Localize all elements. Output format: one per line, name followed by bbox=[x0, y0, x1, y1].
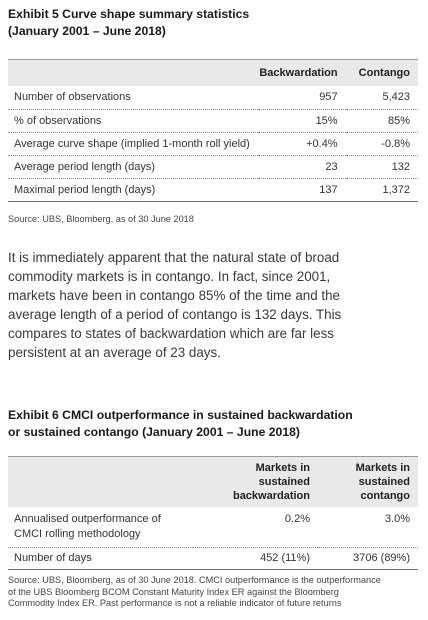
exhibit6-header-contango-line1: Markets in bbox=[355, 462, 410, 474]
paragraph-line: average length of a period of contango i… bbox=[8, 307, 342, 322]
paragraph-line: persistent at an average of 23 days. bbox=[8, 345, 221, 360]
paragraph-line: commodity markets is in contango. In fac… bbox=[8, 269, 331, 284]
table-row: Average curve shape (implied 1-month rol… bbox=[8, 132, 418, 156]
row-label: Average period length (days) bbox=[8, 155, 258, 179]
row-backwardation-value: 452 (11%) bbox=[193, 547, 318, 570]
row-backwardation-value: 137 bbox=[257, 178, 346, 202]
exhibit5-header-row: Backwardation Contango bbox=[8, 60, 418, 86]
exhibit6-title: Exhibit 6 CMCI outperformance in sustain… bbox=[8, 407, 420, 441]
exhibit6-header-backwardation-line1: Markets in bbox=[255, 462, 310, 474]
exhibit6-title-line1: Exhibit 6 CMCI outperformance in sustain… bbox=[8, 408, 353, 422]
exhibit6-header-backwardation: Markets in sustained backwardation bbox=[193, 457, 318, 507]
row-backwardation-value: +0.4% bbox=[257, 132, 346, 156]
table-row: Number of days 452 (11%) 3706 (89%) bbox=[8, 547, 418, 570]
table-row: Maximal period length (days) 137 1,372 bbox=[8, 178, 418, 202]
row-label: Number of days bbox=[8, 547, 193, 570]
row-contango-value: 3706 (89%) bbox=[318, 547, 418, 570]
exhibit6-top-rule bbox=[8, 456, 418, 457]
exhibit5-source: Source: UBS, Bloomberg, as of 30 June 20… bbox=[8, 214, 194, 224]
exhibit5-title: Exhibit 5 Curve shape summary statistics… bbox=[8, 6, 420, 40]
exhibit6-source-line: Commodity Index ER. Past performance is … bbox=[8, 598, 342, 608]
row-label: Annualised outperformance of CMCI rollin… bbox=[8, 507, 193, 548]
exhibit6-title-line2: or sustained contango (January 2001 – Ju… bbox=[8, 425, 300, 439]
exhibit5-table: Backwardation Contango Number of observa… bbox=[8, 60, 418, 202]
row-label: % of observations bbox=[8, 109, 258, 133]
exhibit5-header-blank bbox=[8, 60, 258, 86]
row-contango-value: 5,423 bbox=[345, 86, 418, 110]
paragraph-line: markets have been in contango 85% of the… bbox=[8, 288, 341, 303]
row-label: Average curve shape (implied 1-month rol… bbox=[8, 132, 258, 156]
exhibit5-title-line2: (January 2001 – June 2018) bbox=[8, 24, 166, 38]
paragraph-line: It is immediately apparent that the natu… bbox=[8, 250, 340, 265]
exhibit6-source: Source: UBS, Bloomberg, as of 30 June 20… bbox=[8, 575, 420, 610]
row-label-line2: CMCI rolling methodology bbox=[14, 528, 141, 540]
row-backwardation-value: 957 bbox=[257, 86, 346, 110]
row-contango-value: -0.8% bbox=[345, 132, 418, 156]
exhibit6-header-contango-line2: sustained contango bbox=[358, 476, 410, 502]
row-backwardation-value: 15% bbox=[257, 109, 346, 133]
exhibit6-header-backwardation-line2: sustained backwardation bbox=[232, 476, 310, 502]
paragraph-line: compares to states of backwardation whic… bbox=[8, 326, 334, 341]
row-label-line1: Annualised outperformance of bbox=[14, 513, 161, 525]
row-contango-value: 1,372 bbox=[345, 178, 418, 202]
row-contango-value: 85% bbox=[345, 109, 418, 133]
exhibit6-header-row: Markets in sustained backwardation Marke… bbox=[8, 457, 418, 507]
exhibit6-header-blank bbox=[8, 457, 193, 507]
table-row: Annualised outperformance of CMCI rollin… bbox=[8, 507, 418, 548]
row-backwardation-value: 23 bbox=[257, 155, 346, 179]
exhibit5-title-line1: Exhibit 5 Curve shape summary statistics bbox=[8, 7, 250, 21]
row-backwardation-value: 0.2% bbox=[193, 507, 318, 548]
exhibit6-table: Markets in sustained backwardation Marke… bbox=[8, 457, 418, 570]
table-row: Average period length (days) 23 132 bbox=[8, 155, 418, 179]
body-paragraph: It is immediately apparent that the natu… bbox=[8, 248, 423, 362]
exhibit6-source-line: Source: UBS, Bloomberg, as of 30 June 20… bbox=[8, 575, 381, 585]
table-row: % of observations 15% 85% bbox=[8, 109, 418, 133]
row-label: Maximal period length (days) bbox=[8, 178, 258, 202]
row-label: Number of observations bbox=[8, 86, 258, 110]
table-row: Number of observations 957 5,423 bbox=[8, 86, 418, 110]
exhibit5-header-contango: Contango bbox=[345, 60, 418, 86]
row-contango-value: 132 bbox=[345, 155, 418, 179]
exhibit5-header-backwardation: Backwardation bbox=[257, 60, 346, 86]
exhibit5-top-rule bbox=[8, 59, 418, 60]
row-contango-value: 3.0% bbox=[318, 507, 418, 548]
exhibit6-source-line: of the UBS Bloomberg BCOM Constant Matur… bbox=[8, 586, 339, 597]
exhibit6-header-contango: Markets in sustained contango bbox=[318, 457, 418, 507]
